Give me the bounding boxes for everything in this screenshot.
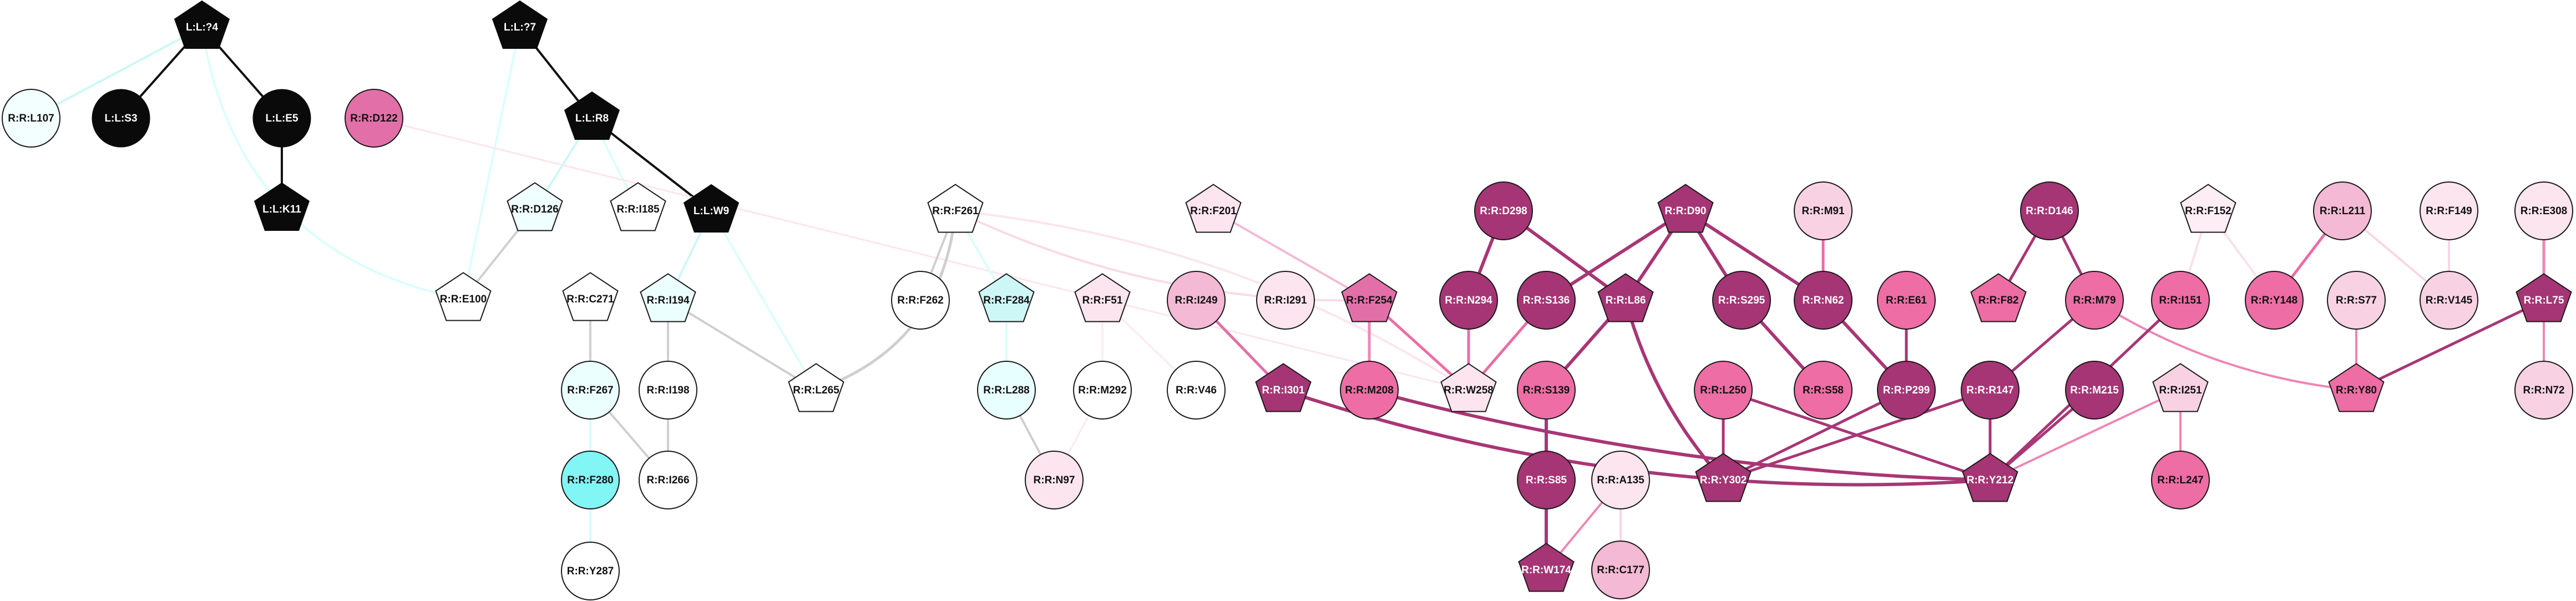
- svg-text:R:R:M292: R:R:M292: [1078, 385, 1127, 396]
- svg-text:R:R:E308: R:R:E308: [2521, 205, 2567, 217]
- svg-text:L:L:K11: L:L:K11: [262, 204, 301, 215]
- svg-text:R:R:V46: R:R:V46: [1176, 385, 1217, 396]
- svg-text:R:R:F149: R:R:F149: [2426, 205, 2472, 217]
- svg-text:R:R:S295: R:R:S295: [1718, 295, 1765, 306]
- svg-text:R:R:W258: R:R:W258: [1444, 385, 1494, 396]
- svg-text:R:R:F201: R:R:F201: [1190, 205, 1237, 217]
- svg-text:R:R:E100: R:R:E100: [440, 294, 487, 305]
- svg-text:L:L:?7: L:L:?7: [504, 22, 536, 33]
- svg-text:R:R:V145: R:R:V145: [2426, 295, 2473, 306]
- svg-text:R:R:F267: R:R:F267: [567, 385, 613, 396]
- svg-text:R:R:F82: R:R:F82: [1978, 295, 2019, 306]
- svg-text:R:R:L250: R:R:L250: [1700, 385, 1746, 396]
- svg-text:R:R:S139: R:R:S139: [1523, 385, 1570, 396]
- svg-text:R:R:Y148: R:R:Y148: [2251, 295, 2297, 306]
- svg-text:R:R:Y212: R:R:Y212: [1967, 474, 2013, 486]
- svg-text:R:R:L265: R:R:L265: [793, 385, 839, 396]
- svg-text:R:R:F284: R:R:F284: [983, 295, 1030, 306]
- svg-text:R:R:Y80: R:R:Y80: [2336, 385, 2377, 396]
- svg-text:R:R:L211: R:R:L211: [2320, 205, 2366, 217]
- svg-text:R:R:N62: R:R:N62: [1803, 295, 1844, 306]
- svg-text:R:R:C271: R:R:C271: [566, 294, 614, 305]
- svg-text:R:R:I194: R:R:I194: [646, 295, 690, 306]
- svg-text:R:R:D298: R:R:D298: [1480, 205, 1527, 217]
- svg-text:R:R:R147: R:R:R147: [1966, 385, 2014, 396]
- svg-text:L:L:S3: L:L:S3: [104, 113, 137, 124]
- svg-text:R:R:F51: R:R:F51: [1082, 295, 1123, 306]
- svg-text:R:R:Y287: R:R:Y287: [567, 565, 614, 577]
- svg-text:R:R:M79: R:R:M79: [2073, 295, 2116, 306]
- svg-text:R:R:D90: R:R:D90: [1665, 205, 1707, 217]
- svg-text:R:R:M91: R:R:M91: [1801, 205, 1844, 217]
- svg-text:R:R:N72: R:R:N72: [2523, 385, 2565, 396]
- svg-text:R:R:S136: R:R:S136: [1523, 295, 1570, 306]
- svg-text:R:R:S85: R:R:S85: [1526, 474, 1567, 486]
- svg-text:R:R:L75: R:R:L75: [2524, 295, 2564, 306]
- svg-text:R:R:L247: R:R:L247: [2157, 474, 2203, 486]
- svg-text:R:R:S58: R:R:S58: [1803, 385, 1844, 396]
- svg-text:R:R:I249: R:R:I249: [1175, 295, 1217, 306]
- svg-text:R:R:S77: R:R:S77: [2336, 295, 2377, 306]
- svg-text:R:R:I251: R:R:I251: [2159, 385, 2202, 396]
- svg-text:R:R:I185: R:R:I185: [616, 204, 660, 215]
- svg-text:R:R:L107: R:R:L107: [8, 113, 54, 124]
- svg-text:R:R:I151: R:R:I151: [2159, 295, 2202, 306]
- svg-text:L:L:E5: L:L:E5: [265, 113, 298, 124]
- svg-text:R:R:D126: R:R:D126: [511, 204, 559, 215]
- svg-text:R:R:F152: R:R:F152: [2185, 205, 2231, 217]
- svg-text:R:R:I266: R:R:I266: [646, 474, 689, 486]
- svg-text:R:R:A135: R:R:A135: [1597, 474, 1644, 486]
- svg-text:R:R:P299: R:R:P299: [1883, 385, 1930, 396]
- svg-text:R:R:Y302: R:R:Y302: [1700, 474, 1747, 486]
- svg-text:R:R:I301: R:R:I301: [1262, 385, 1305, 396]
- svg-text:R:R:I198: R:R:I198: [646, 385, 689, 396]
- svg-text:R:R:L86: R:R:L86: [1606, 295, 1646, 306]
- svg-text:R:R:W174: R:R:W174: [1521, 564, 1571, 576]
- svg-text:L:L:?4: L:L:?4: [186, 22, 218, 33]
- svg-text:L:L:W9: L:L:W9: [694, 205, 729, 217]
- svg-text:R:R:F262: R:R:F262: [897, 295, 943, 306]
- svg-text:R:R:D122: R:R:D122: [350, 113, 398, 124]
- svg-text:R:R:C177: R:R:C177: [1597, 564, 1644, 576]
- svg-text:R:R:F261: R:R:F261: [932, 205, 979, 217]
- svg-text:L:L:R8: L:L:R8: [575, 113, 609, 124]
- svg-text:R:R:M208: R:R:M208: [1345, 385, 1394, 396]
- svg-text:R:R:F254: R:R:F254: [1346, 295, 1393, 306]
- svg-text:R:R:N97: R:R:N97: [1034, 474, 1075, 486]
- svg-text:R:R:I291: R:R:I291: [1264, 295, 1307, 306]
- svg-text:R:R:N294: R:R:N294: [1445, 295, 1492, 306]
- svg-text:R:R:F280: R:R:F280: [567, 474, 613, 486]
- svg-text:R:R:D146: R:R:D146: [2026, 205, 2073, 217]
- svg-text:R:R:E61: R:R:E61: [1886, 295, 1927, 306]
- svg-text:R:R:L288: R:R:L288: [983, 385, 1029, 396]
- svg-text:R:R:M215: R:R:M215: [2070, 385, 2119, 396]
